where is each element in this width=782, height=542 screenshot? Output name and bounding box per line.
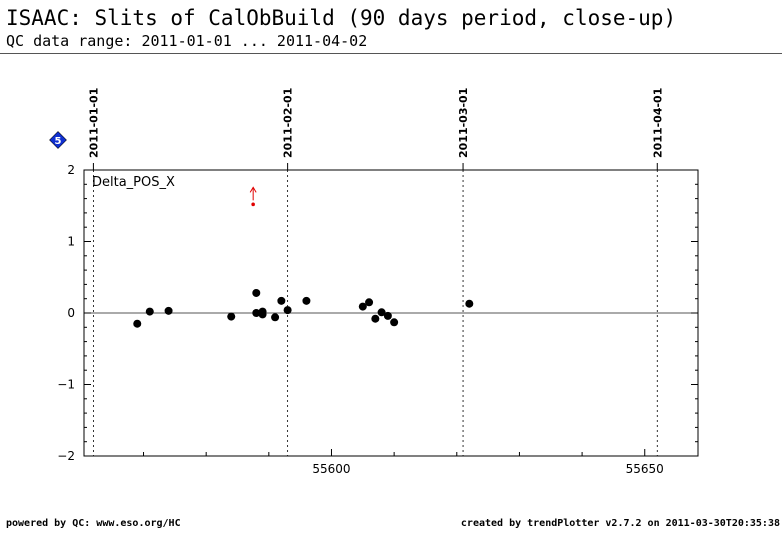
data-point — [145, 307, 154, 316]
date-marker-label: 2011-02-01 — [282, 88, 295, 158]
outlier-point — [251, 202, 255, 207]
footer-created-by: created by trendPlotter v2.7.2 on 2011-0… — [460, 518, 780, 529]
data-range-subtitle: QC data range: 2011-01-01 ... 2011-04-02 — [6, 32, 368, 50]
footer-powered-by: powered by QC: www.eso.org/HC — [6, 518, 181, 529]
y-tick-label: 0 — [67, 306, 75, 320]
date-marker-label: 2011-03-01 — [457, 88, 470, 158]
outlier-arrow-head — [249, 186, 257, 193]
data-point — [252, 309, 261, 317]
data-point — [365, 298, 374, 307]
data-point — [258, 307, 267, 316]
data-point — [227, 312, 236, 321]
panel-label: Delta_POS_X — [92, 175, 175, 190]
diamond-icon — [49, 131, 67, 149]
page-title: ISAAC: Slits of CalObBuild (90 days peri… — [6, 6, 677, 30]
data-point — [465, 299, 474, 308]
data-point — [390, 318, 399, 327]
badge-label: 5 — [55, 136, 62, 147]
data-point — [164, 306, 173, 315]
x-tick-label: 55600 — [312, 462, 350, 476]
data-point — [371, 314, 380, 323]
x-tick-label: 55650 — [626, 462, 664, 476]
y-tick-label: −2 — [57, 449, 75, 463]
data-point — [271, 313, 280, 322]
y-tick-label: 1 — [67, 235, 75, 249]
header-divider — [0, 53, 782, 54]
y-tick-label: 2 — [67, 163, 75, 177]
badge-diamond: 5 — [49, 131, 67, 149]
data-point — [277, 296, 286, 305]
y-tick-label: −1 — [57, 378, 75, 392]
data-point — [377, 308, 386, 317]
date-marker-label: 2011-01-01 — [87, 88, 100, 158]
data-point — [358, 302, 367, 311]
data-point — [252, 288, 261, 297]
data-point — [383, 311, 392, 320]
date-marker-label: 2011-04-01 — [651, 88, 664, 158]
data-point — [283, 306, 292, 315]
data-point — [133, 319, 142, 328]
data-point — [302, 296, 311, 305]
chart-marks: 2 1 0 −1 −2 55600 55650 2011-01-01 2011-02-01 201… — [57, 88, 698, 476]
